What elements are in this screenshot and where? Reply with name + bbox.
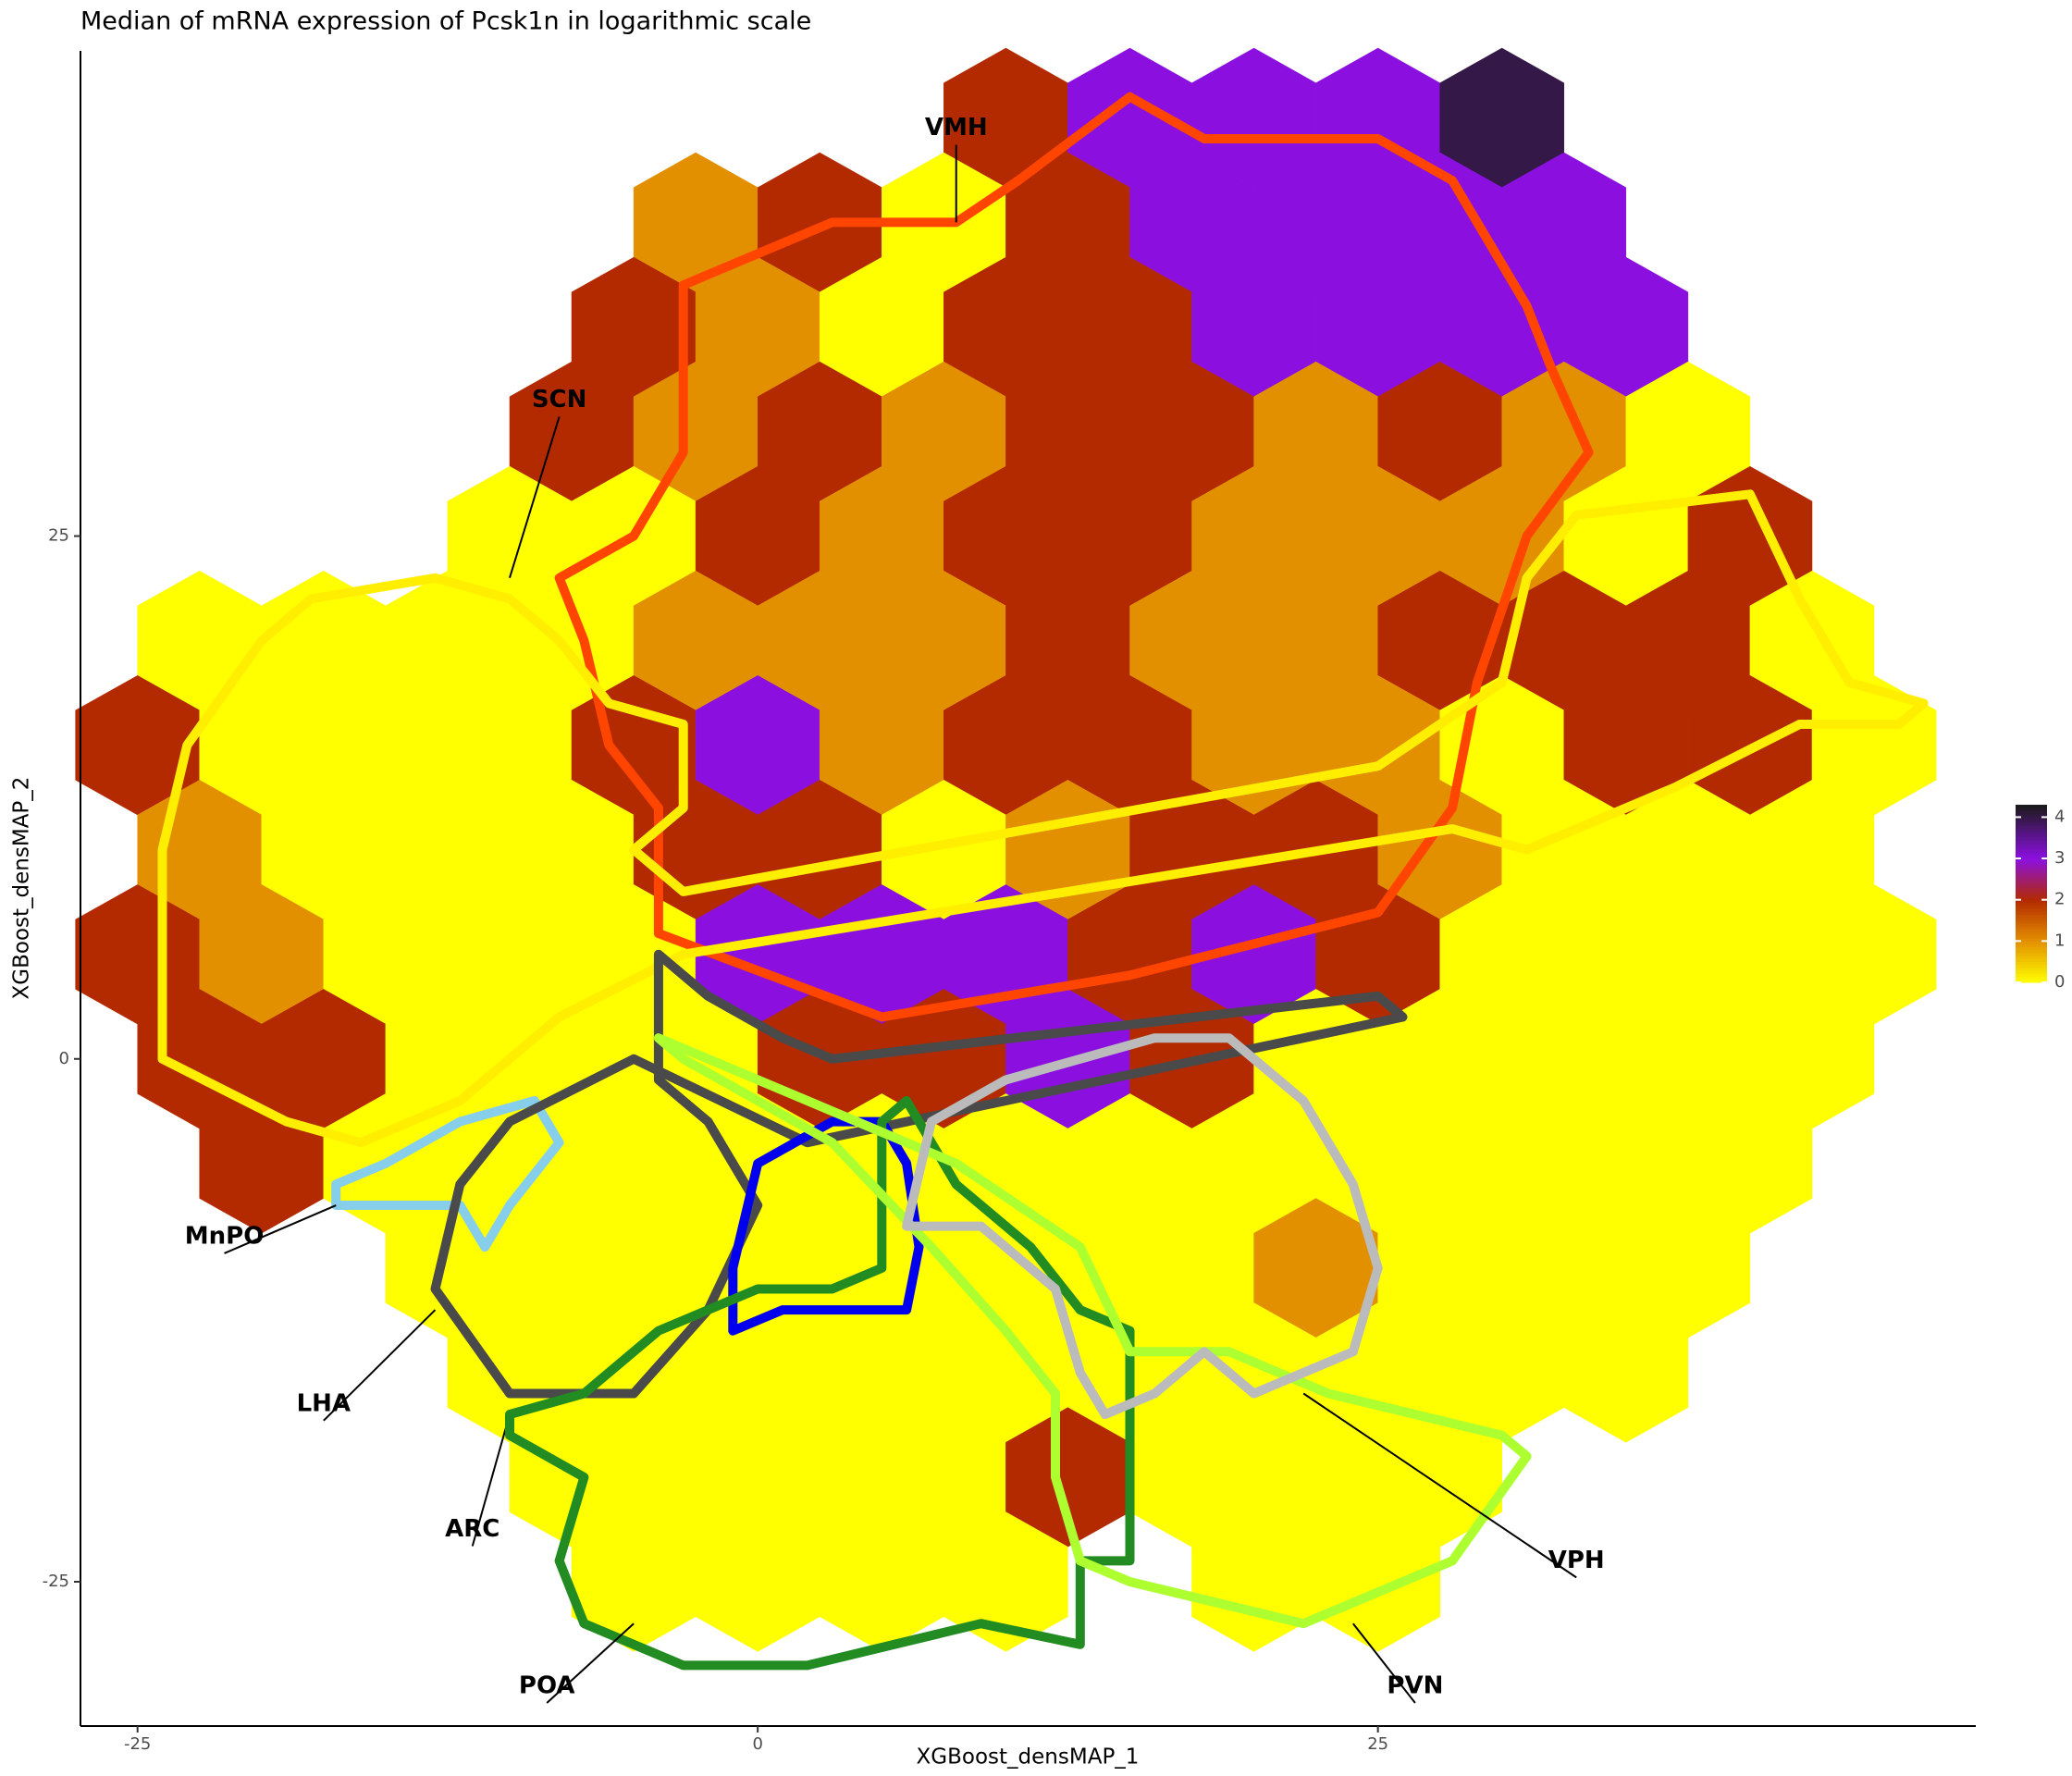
colorbar-step	[2016, 875, 2047, 880]
colorbar-step	[2016, 970, 2047, 974]
y-tick-label: -25	[43, 1572, 69, 1591]
colorbar-step	[2016, 968, 2047, 971]
region-outline	[902, 1033, 1383, 1420]
colorbar-step	[2016, 958, 2047, 963]
colorbar-step	[2016, 810, 2047, 815]
colorbar-label: 2	[2054, 890, 2065, 909]
colorbar-step	[2016, 923, 2047, 927]
colorbar-step	[2016, 926, 2047, 930]
colorbar-step	[2016, 908, 2047, 912]
colorbar-step	[2016, 944, 2047, 948]
label-leader	[1302, 1392, 1577, 1579]
label-leader	[546, 1622, 635, 1704]
label-leader	[224, 1204, 337, 1254]
y-tick-label: 25	[48, 526, 69, 546]
colorbar-step	[2016, 828, 2047, 832]
colorbar-step	[2016, 917, 2047, 921]
colorbar-step	[2016, 964, 2047, 968]
region-label: MnPO	[185, 1222, 265, 1250]
region-outline	[505, 1096, 1135, 1671]
colorbar-step	[2016, 834, 2047, 838]
colorbar-step	[2016, 899, 2047, 904]
colorbar-step	[2016, 831, 2047, 835]
region-label: ARC	[445, 1515, 500, 1543]
region-label: VPH	[1548, 1547, 1605, 1574]
colorbar-step	[2016, 911, 2047, 915]
label-leader	[509, 416, 561, 579]
colorbar-step	[2016, 820, 2047, 823]
colorbar-step	[2016, 855, 2047, 859]
colorbar-step	[2016, 813, 2047, 818]
region-label: SCN	[532, 386, 587, 413]
colorbar-step	[2016, 914, 2047, 919]
region-outline	[157, 489, 1929, 1148]
colorbar-step	[2016, 843, 2047, 847]
colorbar-step	[2016, 934, 2047, 939]
colorbar-step	[2016, 929, 2047, 933]
region-label: LHA	[297, 1389, 351, 1417]
colorbar-step	[2016, 872, 2047, 877]
colorbar-step	[2016, 870, 2047, 874]
hexbin	[1315, 1511, 1440, 1652]
colorbar-step	[2016, 852, 2047, 856]
colorbar-step	[2016, 887, 2047, 892]
colorbar-step	[2016, 816, 2047, 820]
hexbin	[1563, 1302, 1689, 1443]
colorbar-step	[2016, 979, 2047, 983]
colorbar-step	[2016, 890, 2047, 894]
y-axis-title: XGBoost_densMAP_2	[10, 777, 34, 1000]
chart-title: Median of mRNA expression of Pcsk1n in l…	[80, 7, 811, 36]
colorbar-step	[2016, 973, 2047, 978]
colorbar-step	[2016, 805, 2047, 808]
colorbar-step	[2016, 845, 2047, 850]
colorbar-step	[2016, 879, 2047, 882]
label-leader	[323, 1309, 437, 1422]
colorbar-step	[2016, 919, 2047, 924]
colorbar-step	[2016, 941, 2047, 944]
colorbar-step	[2016, 949, 2047, 954]
colorbar-step	[2016, 808, 2047, 811]
colorbar-step	[2016, 894, 2047, 897]
region-outline	[331, 1096, 564, 1252]
colorbar-label: 3	[2054, 848, 2065, 868]
x-tick-label: 0	[752, 1734, 762, 1754]
region-label: PVN	[1387, 1672, 1443, 1700]
colorbar-step	[2016, 953, 2047, 956]
colorbar-step	[2016, 905, 2047, 909]
colorbar-step	[2016, 884, 2047, 889]
colorbar-step	[2016, 976, 2047, 980]
region-outline	[554, 92, 1594, 1022]
colorbar-step	[2016, 867, 2047, 870]
y-tick-label: 0	[59, 1049, 69, 1068]
colorbar-label: 0	[2054, 972, 2065, 992]
x-tick-label: -25	[124, 1734, 151, 1754]
colorbar-label: 4	[2054, 807, 2065, 826]
colorbar-step	[2016, 938, 2047, 942]
region-label: VMH	[925, 114, 988, 142]
colorbar-step	[2016, 896, 2047, 900]
x-axis-title: XGBoost_densMAP_1	[917, 1745, 1140, 1770]
colorbar-step	[2016, 849, 2047, 853]
colorbar-step	[2016, 864, 2047, 868]
colorbar-step	[2016, 822, 2047, 826]
colorbar-step	[2016, 946, 2047, 951]
colorbar-step	[2016, 956, 2047, 959]
colorbar-step	[2016, 931, 2047, 936]
colorbar-step	[2016, 857, 2047, 862]
colorbar-step	[2016, 902, 2047, 906]
colorbar-step	[2016, 882, 2047, 885]
hexbin	[944, 1511, 1068, 1652]
label-leader	[1352, 1622, 1416, 1704]
colorbar-step	[2016, 860, 2047, 865]
region-label: POA	[519, 1672, 575, 1700]
colorbar-step	[2016, 837, 2047, 841]
colorbar-label: 1	[2054, 931, 2065, 950]
colorbar-step	[2016, 840, 2047, 845]
x-tick-label: 25	[1367, 1734, 1388, 1754]
colorbar-step	[2016, 825, 2047, 830]
region-outline	[653, 1033, 1532, 1629]
label-leader	[471, 1413, 511, 1547]
colorbar-step	[2016, 961, 2047, 966]
